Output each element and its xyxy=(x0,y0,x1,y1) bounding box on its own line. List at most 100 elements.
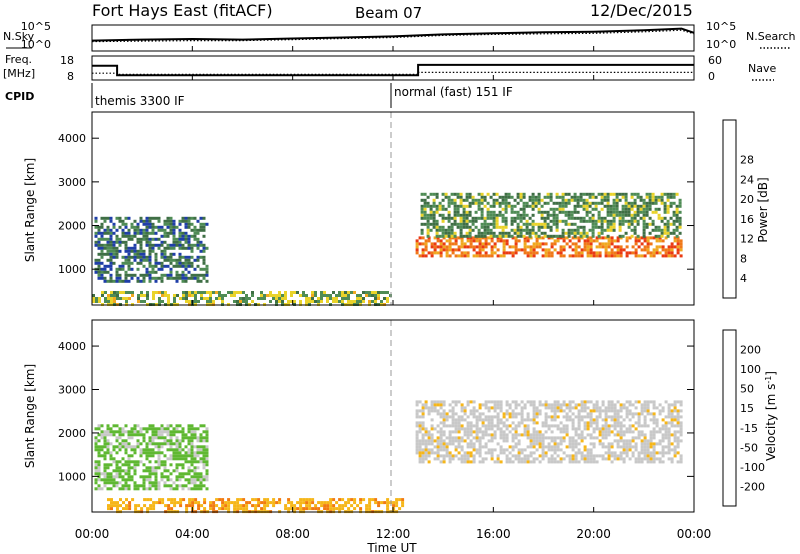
velocity-cell xyxy=(628,418,632,422)
velocity-cell xyxy=(553,457,557,461)
velocity-cell xyxy=(505,460,509,464)
power-cell xyxy=(472,254,476,258)
velocity-cell xyxy=(667,415,671,419)
velocity-cell xyxy=(658,430,662,434)
power-cell xyxy=(136,276,140,280)
power-cell xyxy=(118,216,122,220)
power-cell xyxy=(112,243,116,247)
power-cell xyxy=(221,300,224,303)
velocity-cell xyxy=(190,457,194,461)
velocity-cell xyxy=(601,433,605,437)
power-cell xyxy=(432,192,436,196)
velocity-cell xyxy=(628,424,632,428)
power-cell xyxy=(463,245,467,249)
power-cell xyxy=(672,192,676,196)
velocity-cell xyxy=(652,442,656,446)
velocity-cell xyxy=(520,451,524,455)
power-cell xyxy=(490,248,494,252)
power-cell xyxy=(465,192,469,196)
power-cell xyxy=(609,219,613,223)
velocity-cell xyxy=(133,424,137,428)
velocity-cell xyxy=(308,498,312,502)
freq-right-tick-top: 60 xyxy=(708,54,722,67)
power-cell xyxy=(128,291,131,294)
velocity-cell xyxy=(484,457,488,461)
power-cell xyxy=(447,204,451,208)
velocity-cell xyxy=(673,454,677,458)
velocity-cell xyxy=(511,427,515,431)
velocity-cell xyxy=(299,507,303,511)
power-cell xyxy=(517,248,521,252)
velocity-cell xyxy=(184,472,188,476)
velocity-cell xyxy=(154,466,158,470)
velocity-cell xyxy=(511,433,515,437)
power-cell xyxy=(492,210,496,214)
power-cell xyxy=(453,204,457,208)
power-cell xyxy=(190,273,194,277)
velocity-cell xyxy=(667,427,671,431)
power-cell xyxy=(205,246,209,250)
velocity-cell xyxy=(187,454,191,458)
power-cell xyxy=(436,251,440,255)
velocity-cell xyxy=(556,406,560,410)
power-cell xyxy=(146,294,149,297)
power-cell xyxy=(151,246,155,250)
velocity-cell xyxy=(302,507,306,511)
power-cell xyxy=(511,254,515,258)
velocity-cell xyxy=(184,445,188,449)
power-cell xyxy=(675,207,679,211)
power-cell xyxy=(426,222,430,226)
velocity-cell xyxy=(157,436,161,440)
power-cell xyxy=(541,254,545,258)
velocity-cell xyxy=(568,409,572,413)
power-cell xyxy=(136,240,140,244)
velocity-cell xyxy=(505,403,509,407)
velocity-cell xyxy=(460,460,464,464)
power-cell xyxy=(579,219,583,223)
velocity-cell xyxy=(109,433,113,437)
velocity-cell xyxy=(427,412,431,416)
velocity-cell xyxy=(199,433,203,437)
power-cell xyxy=(121,255,125,259)
power-cell xyxy=(427,251,431,255)
power-cell xyxy=(281,294,284,297)
power-cell xyxy=(97,240,101,244)
velocity-cell xyxy=(178,424,182,428)
power-cell xyxy=(567,210,571,214)
velocity-cell xyxy=(421,442,425,446)
velocity-cell xyxy=(580,457,584,461)
velocity-cell xyxy=(472,412,476,416)
power-cell xyxy=(209,300,212,303)
velocity-cell xyxy=(673,418,677,422)
power-cell xyxy=(630,201,634,205)
velocity-cell xyxy=(613,409,617,413)
velocity-cell xyxy=(436,442,440,446)
power-cell xyxy=(426,225,430,229)
velocity-cell xyxy=(499,409,503,413)
power-cell xyxy=(502,242,506,246)
power-cell xyxy=(462,225,466,229)
velocity-cell xyxy=(296,507,300,511)
power-cell xyxy=(541,242,545,246)
velocity-cell xyxy=(523,403,527,407)
velocity-cell xyxy=(469,454,473,458)
velocity-cell xyxy=(658,451,662,455)
velocity-cell xyxy=(191,504,195,508)
velocity-cell xyxy=(257,501,261,505)
velocity-cell xyxy=(580,430,584,434)
velocity-cell xyxy=(553,436,557,440)
power-cell xyxy=(522,228,526,232)
velocity-cell xyxy=(592,430,596,434)
power-cell xyxy=(450,222,454,226)
velocity-cell xyxy=(377,501,381,505)
power-cell xyxy=(169,246,173,250)
power-cell xyxy=(429,216,433,220)
nave-label: Nave xyxy=(748,62,776,75)
velocity-cell xyxy=(193,466,197,470)
power-cell xyxy=(621,207,625,211)
velocity-cell xyxy=(427,451,431,455)
velocity-cell xyxy=(637,436,641,440)
power-cell xyxy=(130,276,134,280)
power-cell xyxy=(607,251,611,255)
power-cell xyxy=(576,231,580,235)
